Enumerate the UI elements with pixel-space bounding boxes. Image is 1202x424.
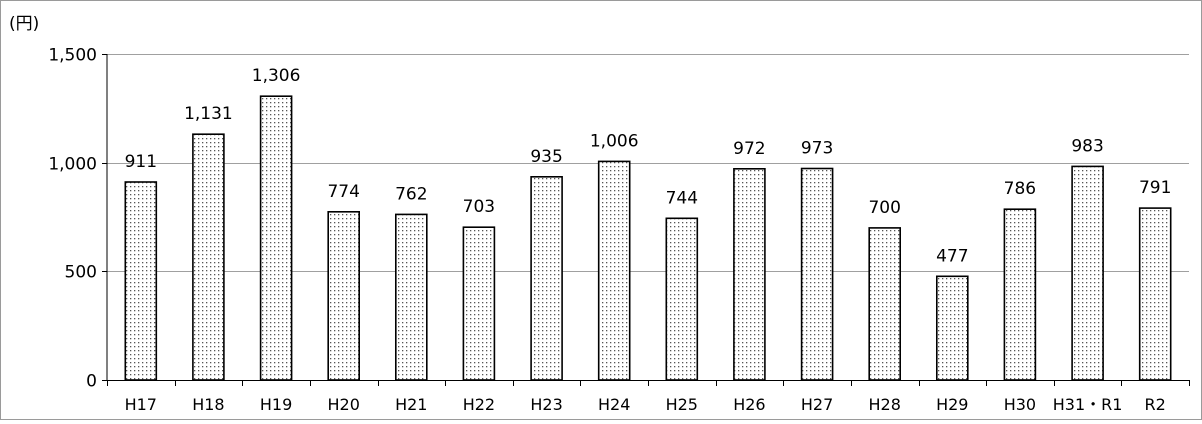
x-tick-label: R2 (1145, 395, 1166, 414)
x-tick-label: H26 (733, 395, 765, 414)
data-label: 983 (1071, 136, 1103, 156)
x-tick-label: H20 (328, 395, 360, 414)
bar (327, 211, 361, 381)
data-label: 911 (125, 152, 157, 172)
x-tick-label: H24 (598, 395, 630, 414)
bar (935, 275, 969, 381)
data-label: 786 (1004, 179, 1036, 199)
x-tick-label: H25 (666, 395, 698, 414)
bar (800, 167, 834, 381)
y-unit-label: (円) (9, 14, 40, 34)
y-tick-label: 1,500 (48, 46, 97, 66)
x-tick-label: H31・R1 (1053, 395, 1123, 414)
y-tick-label: 0 (86, 372, 97, 392)
data-labels: 911 H17 1,131 H18 1,306 H19 774 H20 762 H21 703 H22… (125, 66, 1172, 414)
bar (733, 168, 766, 381)
data-label: 762 (395, 184, 427, 204)
bar (1003, 208, 1037, 381)
x-tick-label: H21 (395, 395, 427, 414)
x-tick-label: H19 (260, 395, 292, 414)
data-label: 1,131 (184, 104, 233, 124)
bar (597, 160, 631, 381)
bar (665, 217, 699, 381)
data-label: 972 (733, 139, 765, 159)
data-label: 703 (463, 197, 495, 217)
bar (1071, 165, 1104, 381)
data-label: 1,006 (590, 131, 639, 151)
y-tick-label: 1,000 (48, 155, 97, 175)
x-tick-label: H28 (869, 395, 901, 414)
bar (124, 181, 158, 381)
bar (259, 95, 293, 381)
bar (1138, 207, 1172, 381)
data-label: 1,306 (252, 66, 301, 86)
bar (192, 133, 225, 381)
data-label: 744 (666, 188, 698, 208)
x-tick-label: H27 (801, 395, 833, 414)
data-label: 791 (1139, 178, 1171, 198)
x-tick-label: H18 (192, 395, 224, 414)
bar (868, 227, 902, 381)
x-tick-label: H22 (463, 395, 495, 414)
bars (124, 95, 1172, 381)
bar (462, 226, 496, 381)
data-label: 973 (801, 139, 833, 159)
x-tick-label: H30 (1004, 395, 1036, 414)
y-tick-label: 500 (65, 263, 97, 283)
data-label: 477 (936, 246, 968, 266)
x-tick-label: H29 (936, 395, 968, 414)
bar (394, 213, 428, 381)
x-tick-label: H17 (125, 395, 157, 414)
data-label: 700 (868, 198, 900, 218)
bar (530, 176, 563, 381)
x-tick-label: H23 (530, 395, 562, 414)
data-label: 935 (530, 147, 562, 167)
data-label: 774 (327, 182, 359, 202)
